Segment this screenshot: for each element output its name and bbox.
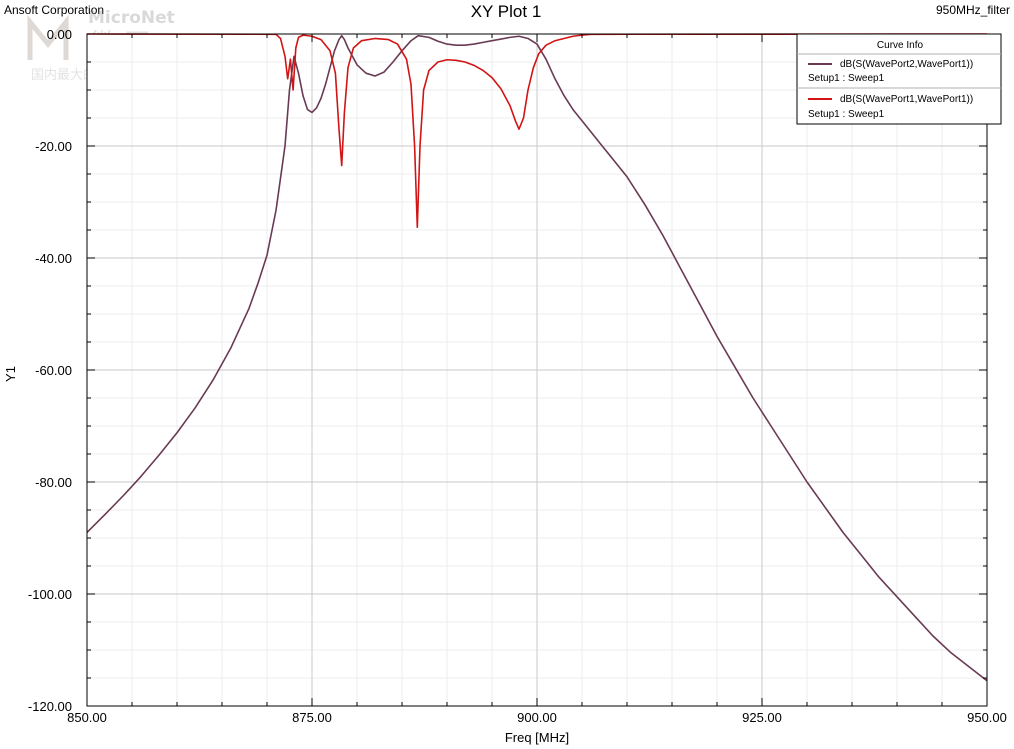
series-line-s21 bbox=[86, 34, 988, 682]
design-name: 950MHz_filter bbox=[936, 3, 1010, 17]
y-tick-label: -120.00 bbox=[28, 699, 72, 714]
company-label: Ansoft Corporation bbox=[4, 3, 104, 17]
legend-entry-s11-setup: Setup1 : Sweep1 bbox=[808, 109, 885, 120]
y-tick-label: -40.00 bbox=[35, 251, 72, 266]
x-tick-label: 925.00 bbox=[742, 710, 782, 725]
series-line-s11 bbox=[86, 33, 988, 228]
x-tick-label: 900.00 bbox=[517, 710, 557, 725]
legend[interactable]: Curve Info dB(S(WavePort2,WavePort1)) Se… bbox=[796, 33, 1002, 125]
x-tick-labels: 850.00 875.00 900.00 925.00 950.00 bbox=[67, 710, 1007, 725]
y-tick-labels: 0.00 -20.00 -40.00 -60.00 -80.00 -100.00 -120.… bbox=[28, 27, 72, 714]
y-tick-label: -100.00 bbox=[28, 587, 72, 602]
series-layer bbox=[86, 33, 988, 682]
x-tick-label: 950.00 bbox=[967, 710, 1007, 725]
watermark-logo-icon bbox=[27, 14, 69, 60]
y-tick-label: -20.00 bbox=[35, 139, 72, 154]
legend-entry-s21: dB(S(WavePort2,WavePort1)) bbox=[840, 59, 973, 70]
legend-title: Curve Info bbox=[877, 40, 924, 51]
x-axis-label: Freq [MHz] bbox=[505, 730, 569, 745]
y-axis-label: Y1 bbox=[3, 366, 18, 382]
y-tick-label: 0.00 bbox=[47, 27, 72, 42]
x-tick-label: 850.00 bbox=[67, 710, 107, 725]
legend-box bbox=[796, 33, 1002, 125]
plot-title: XY Plot 1 bbox=[471, 2, 542, 21]
legend-entry-s11: dB(S(WavePort1,WavePort1)) bbox=[840, 94, 973, 105]
y-tick-label: -80.00 bbox=[35, 475, 72, 490]
y-tick-label: -60.00 bbox=[35, 363, 72, 378]
legend-entry-s21-setup: Setup1 : Sweep1 bbox=[808, 73, 885, 84]
x-tick-label: 875.00 bbox=[292, 710, 332, 725]
watermark-brand: MicroNet bbox=[88, 8, 175, 28]
